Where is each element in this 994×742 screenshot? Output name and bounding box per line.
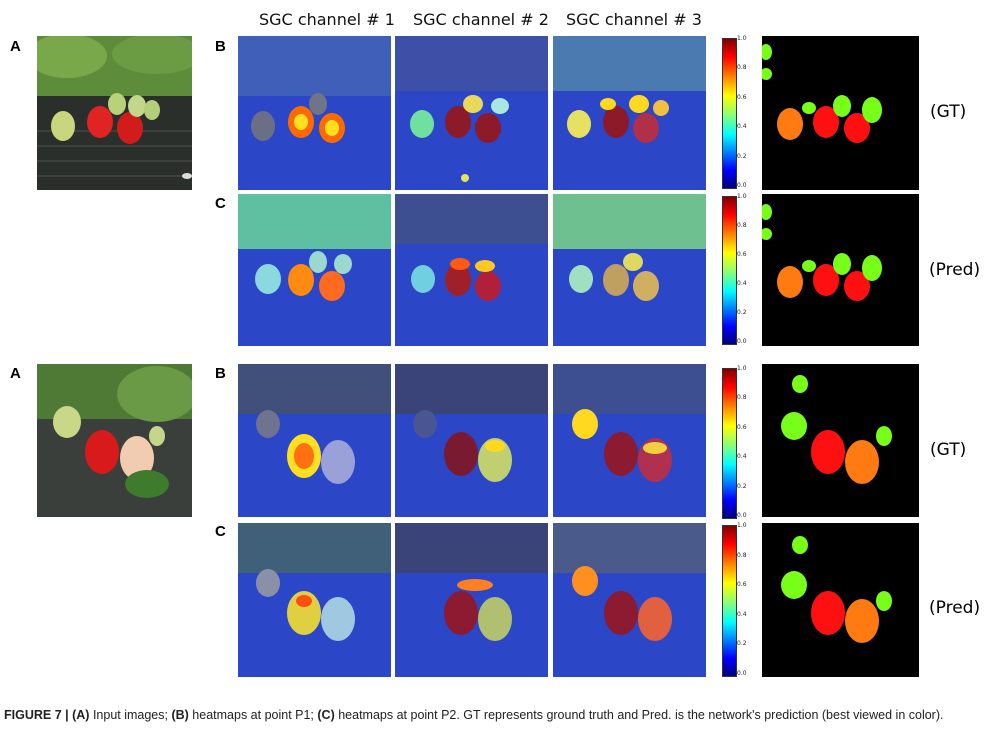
heatmap-bottom-b-ch3 [553,364,706,517]
caption-b-label: (B) [171,708,189,722]
column-header-channel-2: SGC channel # 2 [413,10,549,29]
input-image-bottom [37,364,192,517]
label-pred-top: (Pred) [929,260,981,280]
heatmap-bottom-c-ch3 [553,523,706,677]
panel-label-c-top: C [215,195,226,212]
panel-label-c-bottom: C [215,523,226,540]
colorbar-row2-b [722,368,737,519]
colorbar-row1-c [722,196,737,345]
colorbar-tick-label: 0.6 [737,581,747,589]
colorbar-tick-label: 0.8 [737,222,747,229]
colorbar-tick-label: 0.6 [737,251,747,258]
colorbar-tick-label: 0.0 [737,512,747,519]
panel-label-b-top: B [215,38,226,55]
caption-c-text: heatmaps at point P2. GT represents grou… [334,708,944,722]
colorbar-tick-label: 0.8 [737,394,747,402]
caption-a-text: Input images; [89,708,172,722]
column-header-channel-3: SGC channel # 3 [566,10,702,29]
mask-bottom-pred [762,523,919,677]
colorbar-tick-label: 1.0 [737,193,747,200]
heatmap-top-c-ch1 [238,194,391,346]
panel-label-a-bottom: A [10,365,21,382]
colorbar-tick-label: 0.8 [737,64,747,72]
colorbar-row1-b [722,38,737,189]
heatmap-bottom-c-ch1 [238,523,391,677]
input-image-top [37,36,192,190]
colorbar-tick-label: 0.4 [737,123,747,131]
caption-c-label: (C) [317,708,335,722]
heatmap-bottom-c-ch2 [395,523,548,677]
colorbar-tick-label: 1.0 [737,35,747,42]
heatmap-bottom-b-ch1 [238,364,391,517]
heatmap-top-b-ch3 [553,36,706,190]
column-header-channel-1: SGC channel # 1 [259,10,395,29]
label-gt-top: (GT) [930,102,967,122]
caption-a-label: (A) [72,708,90,722]
colorbar-tick-label: 1.0 [737,522,747,529]
heatmap-top-b-ch1 [238,36,391,190]
colorbar-tick-label: 0.0 [737,338,747,345]
heatmap-bottom-b-ch2 [395,364,548,517]
colorbar-tick-label: 0.0 [737,182,747,189]
mask-top-pred [762,194,919,346]
caption-b-text: heatmaps at point P1; [188,708,318,722]
colorbar-tick-label: 1.0 [737,365,747,372]
heatmap-top-b-ch2 [395,36,548,190]
colorbar-tick-label: 0.2 [737,482,747,490]
colorbar-tick-label: 0.6 [737,93,747,101]
label-gt-bottom: (GT) [930,440,967,460]
heatmap-top-c-ch2 [395,194,548,346]
colorbar-row2-c [722,525,737,677]
panel-label-a-top: A [10,38,21,55]
label-pred-bottom: (Pred) [929,598,981,618]
colorbar-tick-label: 0.2 [737,309,747,316]
colorbar-tick-label: 0.2 [737,152,747,160]
panel-label-b-bottom: B [215,365,226,382]
colorbar-tick-label: 0.4 [737,453,747,461]
caption-figure-label: FIGURE 7 | [4,708,69,722]
mask-bottom-gt [762,364,919,517]
heatmap-top-c-ch3 [553,194,706,346]
colorbar-tick-label: 0.8 [737,551,747,559]
colorbar-tick-label: 0.6 [737,423,747,431]
colorbar-tick-label: 0.4 [737,610,747,618]
colorbar-tick-label: 0.0 [737,670,747,677]
colorbar-tick-label: 0.4 [737,280,747,287]
figure-caption: FIGURE 7 | (A) Input images; (B) heatmap… [4,707,989,724]
colorbar-tick-label: 0.2 [737,640,747,648]
mask-top-gt [762,36,919,190]
